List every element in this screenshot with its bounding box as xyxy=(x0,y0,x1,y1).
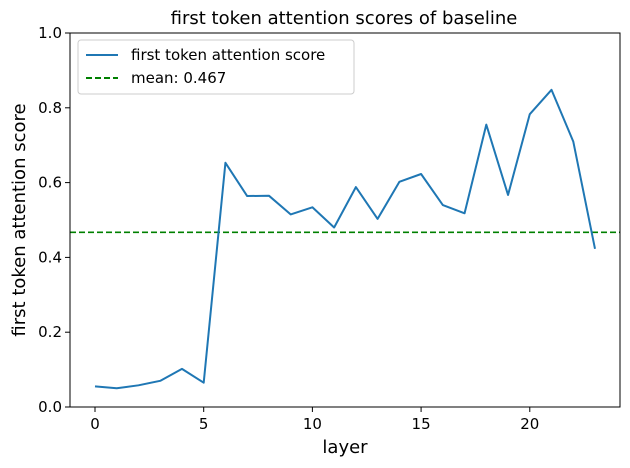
x-axis: 0 5 10 15 20 xyxy=(90,407,539,433)
legend-box xyxy=(77,39,355,95)
x-tick-label: 10 xyxy=(303,415,322,433)
plot-area xyxy=(69,32,621,408)
series-line xyxy=(94,88,596,390)
x-axis-label: layer xyxy=(322,437,368,458)
y-tick-label: 0.0 xyxy=(38,398,62,416)
y-axis-label: first token attention score xyxy=(9,103,30,336)
y-tick-label: 0.2 xyxy=(38,323,62,341)
x-tick-label: 20 xyxy=(520,415,539,433)
x-tick-label: 5 xyxy=(199,415,209,433)
y-tick-label: 1.0 xyxy=(38,24,62,42)
y-axis: 0.0 0.2 0.4 0.6 0.8 1.0 xyxy=(38,24,70,416)
series-lines xyxy=(94,88,596,390)
plot-border xyxy=(69,32,621,408)
plot-frame xyxy=(70,33,620,407)
y-tick-label: 0.8 xyxy=(38,99,62,117)
y-tick-label: 0.6 xyxy=(38,174,62,192)
x-tick-label: 15 xyxy=(412,415,431,433)
x-tick-label: 0 xyxy=(90,415,100,433)
chart-title: first token attention scores of baseline xyxy=(171,8,518,29)
y-tick-label: 0.4 xyxy=(38,248,62,266)
legend-label-mean: mean: 0.467 xyxy=(131,69,226,87)
legend-label-series: first token attention score xyxy=(131,46,325,64)
legend: first token attention score mean: 0.467 xyxy=(77,39,355,95)
